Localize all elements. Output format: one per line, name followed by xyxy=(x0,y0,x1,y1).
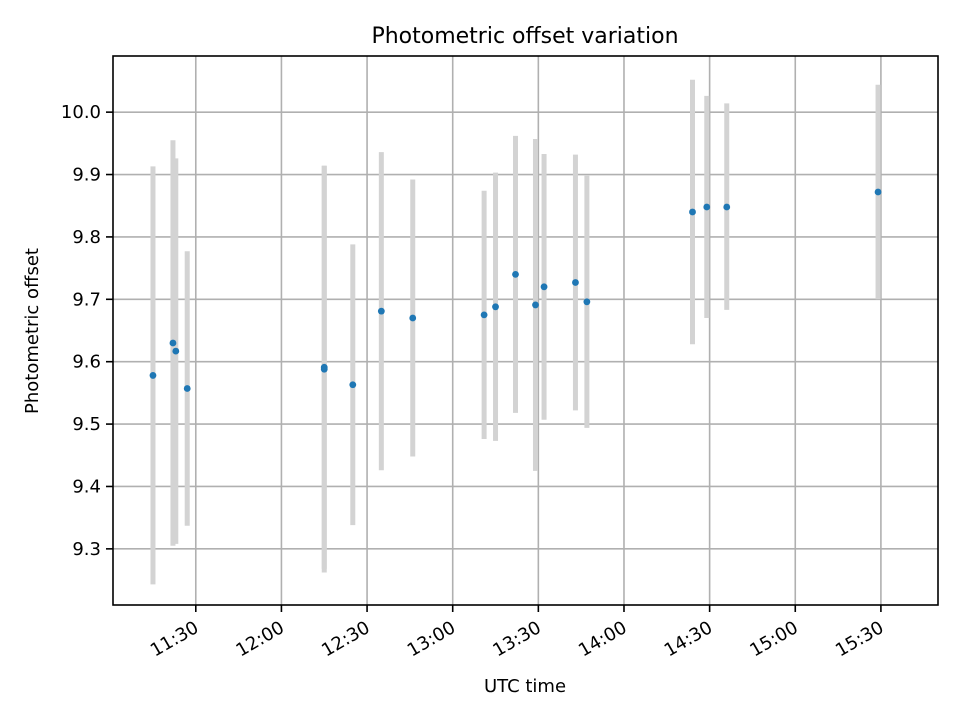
y-axis-label: Photometric offset xyxy=(22,248,43,414)
x-tick-label: 13:30 xyxy=(489,617,544,661)
x-tick-label: 14:30 xyxy=(661,617,716,661)
x-tick-label: 15:00 xyxy=(746,617,801,661)
errorbar-layer xyxy=(150,79,881,585)
x-tick-label: 13:00 xyxy=(404,617,459,661)
y-tick-label: 9.5 xyxy=(72,414,101,435)
y-axis-ticks: 9.3 9.4 9.5 9.6 9.7 9.8 9.9 10.0 xyxy=(61,102,113,560)
point-layer xyxy=(149,188,882,392)
data-point xyxy=(409,314,417,322)
x-axis-ticks: 11:30 12:00 12:30 13:00 13:30 14:00 14:30 15:00… xyxy=(147,605,887,661)
data-point xyxy=(149,372,157,379)
data-point xyxy=(703,203,711,211)
x-tick-label: 15:30 xyxy=(832,617,887,661)
data-point xyxy=(492,303,499,311)
y-tick-label: 9.6 xyxy=(72,352,101,373)
data-point xyxy=(169,339,177,347)
chart-title: Photometric offset variation xyxy=(371,24,678,49)
data-point xyxy=(540,283,548,291)
data-point xyxy=(377,307,385,315)
x-axis-label: UTC time xyxy=(484,676,566,697)
y-tick-label: 9.4 xyxy=(72,476,101,497)
data-point xyxy=(572,279,579,286)
data-point xyxy=(723,203,731,211)
data-point xyxy=(874,188,882,196)
grid-layer xyxy=(113,56,938,605)
data-point xyxy=(583,298,591,306)
x-tick-label: 11:30 xyxy=(147,617,202,661)
data-point xyxy=(480,311,488,319)
y-tick-label: 9.8 xyxy=(72,227,101,248)
x-tick-label: 12:30 xyxy=(318,617,373,661)
plot-frame xyxy=(112,55,939,606)
y-tick-label: 10.0 xyxy=(61,102,101,123)
x-tick-label: 14:00 xyxy=(575,617,630,661)
y-tick-label: 9.7 xyxy=(72,289,101,310)
data-point xyxy=(172,347,180,355)
y-tick-label: 9.3 xyxy=(72,539,101,560)
data-point xyxy=(349,381,357,389)
y-tick-label: 9.9 xyxy=(72,165,101,186)
data-point xyxy=(183,385,191,392)
data-point xyxy=(689,208,696,216)
data-point xyxy=(320,363,328,371)
data-point xyxy=(532,301,539,309)
x-tick-label: 12:00 xyxy=(233,617,288,661)
data-point xyxy=(512,270,519,278)
